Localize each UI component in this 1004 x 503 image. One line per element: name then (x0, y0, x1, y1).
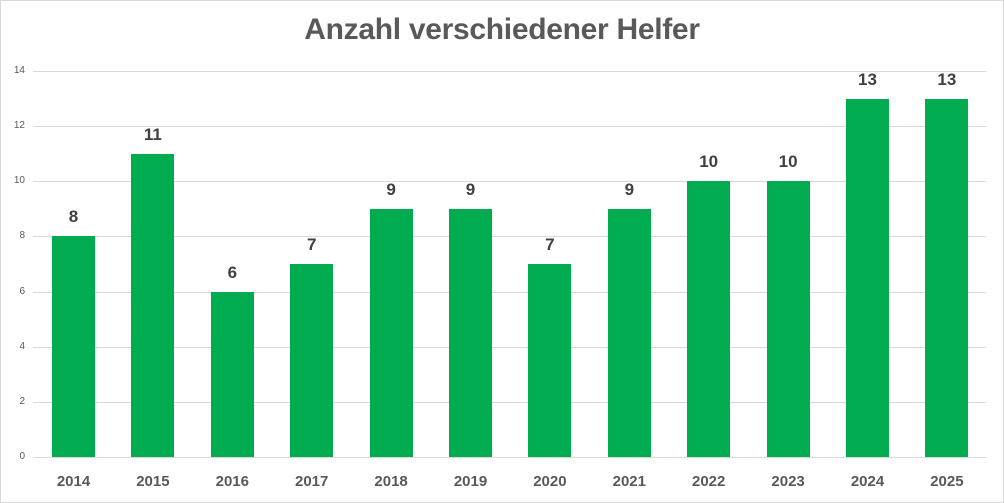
x-tick-label: 2019 (453, 473, 488, 490)
data-label: 8 (68, 207, 79, 227)
gridline (33, 291, 986, 293)
bar-2018 (369, 208, 413, 457)
y-tick-label: 10 (13, 175, 25, 187)
gridline (33, 71, 986, 72)
data-label: 9 (465, 179, 476, 199)
data-label: 13 (937, 69, 957, 89)
x-tick-label: 2025 (930, 473, 964, 490)
data-label: 11 (143, 124, 162, 144)
x-axis: 2014 2015 2016 2017 2018 2019 2020 2021 2022 2023… (33, 457, 986, 497)
x-tick-label: 2024 (850, 473, 885, 490)
gridline (33, 236, 986, 238)
y-tick-label: 8 (19, 230, 25, 242)
x-tick-label: 2023 (771, 473, 805, 490)
gridline (33, 181, 986, 183)
x-tick-label: 2014 (56, 473, 91, 490)
data-label: 9 (624, 179, 635, 199)
bar-2023 (766, 181, 810, 457)
gridline (33, 126, 986, 128)
data-label: 9 (386, 179, 396, 199)
y-tick-label: 6 (19, 285, 25, 297)
data-label: 6 (227, 262, 238, 282)
x-tick-label: 2018 (374, 473, 408, 490)
y-tick-label: 4 (19, 340, 25, 352)
data-label: 7 (306, 235, 317, 254)
y-tick-label: 14 (13, 65, 25, 76)
x-tick-label: 2021 (612, 473, 646, 490)
data-label: 10 (699, 152, 719, 172)
bar-2019 (449, 208, 492, 457)
data-label: 13 (858, 69, 877, 89)
chart-title: Anzahl verschiedener Helfer (304, 13, 700, 46)
y-tick-label: 0 (19, 451, 25, 462)
bar-2024 (846, 98, 889, 457)
gridline (33, 346, 986, 348)
plot-area: 0 2 4 6 8 10 12 14 8 11 6 7 9 9 7 9 10 10 13 13 2014 2015 20… (14, 65, 986, 490)
bar-2021 (607, 208, 651, 457)
gridline (33, 457, 986, 458)
bar-2015 (131, 153, 175, 457)
x-tick-label: 2015 (136, 473, 170, 490)
x-tick-label: 2016 (215, 473, 249, 490)
bar-2022 (687, 181, 731, 457)
data-label: 10 (778, 152, 798, 172)
y-tick-label: 12 (13, 120, 25, 132)
gridline (33, 401, 986, 403)
bar-2020 (528, 264, 572, 457)
bar-2014 (52, 236, 95, 457)
x-tick-label: 2017 (295, 473, 329, 490)
data-label: 7 (545, 235, 555, 254)
x-tick-label: 2022 (692, 473, 726, 490)
x-tick-label: 2020 (533, 473, 567, 490)
bar-2016 (210, 291, 254, 457)
bar-2025 (925, 98, 969, 457)
bar-2017 (290, 264, 334, 457)
y-tick-label: 2 (19, 395, 25, 407)
